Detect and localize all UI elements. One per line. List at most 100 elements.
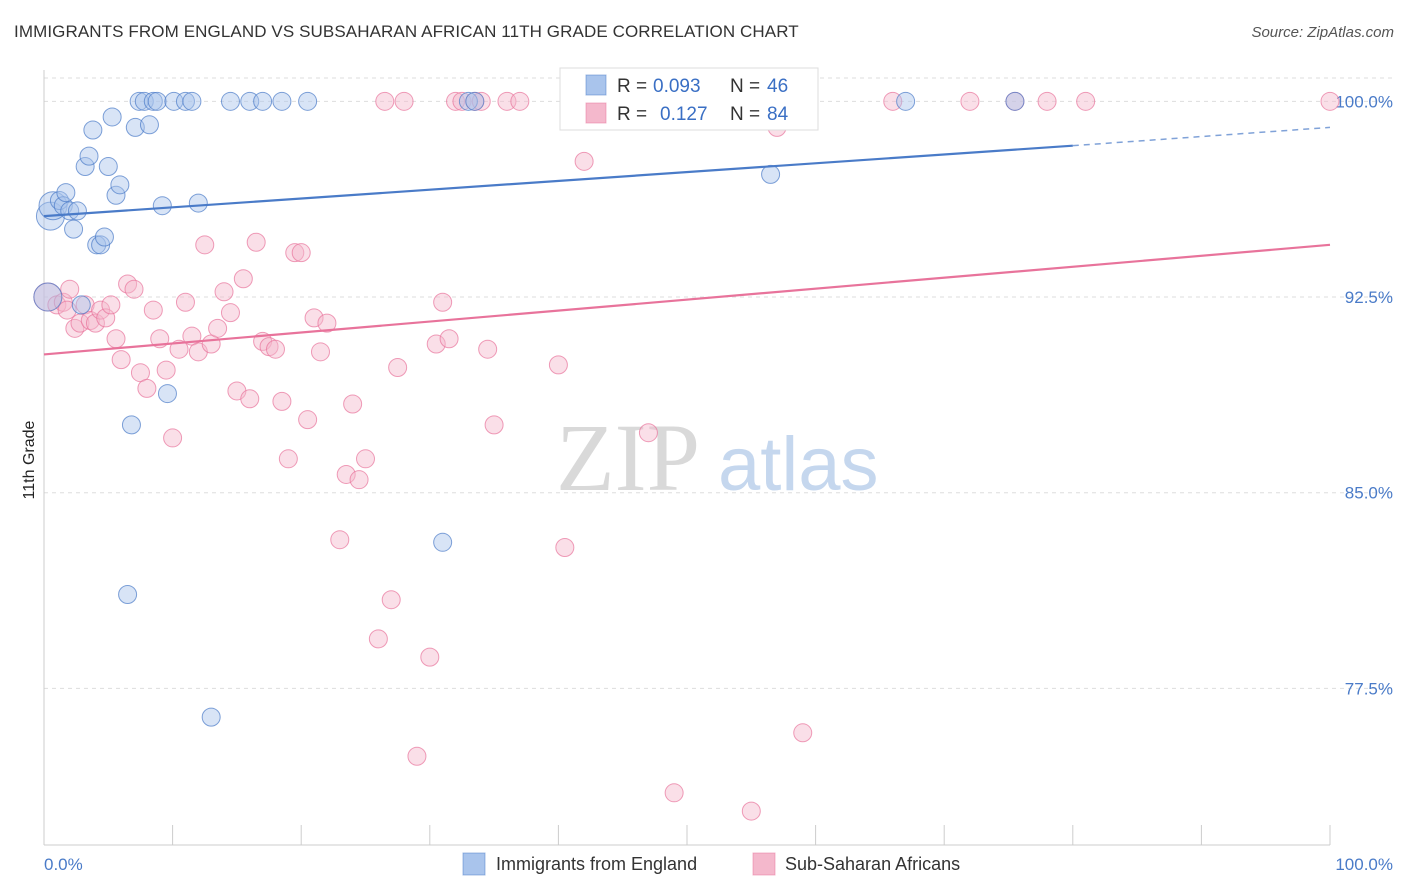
subsaharan-point	[664, 783, 684, 803]
england-trendline	[43, 144, 1073, 218]
england-point	[106, 185, 126, 205]
subsaharan-point	[278, 449, 298, 469]
subsaharan-point	[394, 91, 414, 111]
subsaharan-point	[80, 311, 100, 331]
subsaharan-point	[298, 410, 318, 430]
england-point	[458, 91, 478, 111]
legend-r-value-1: 0.093	[653, 76, 701, 97]
subsaharan-point	[548, 355, 568, 375]
trend-layer	[43, 126, 1331, 356]
subsaharan-point	[336, 464, 356, 484]
x-tick-label-max: 100.0%	[1335, 855, 1393, 874]
england-point	[83, 120, 103, 140]
legend-n-value-2: 84	[767, 104, 789, 125]
subsaharan-point	[317, 313, 337, 333]
england-point	[182, 91, 202, 111]
subsaharan-point	[420, 647, 440, 667]
subsaharan-point	[111, 350, 131, 370]
england-point	[201, 707, 221, 727]
england-point	[121, 415, 141, 435]
england-point	[1005, 91, 1025, 111]
legend-swatch-blue	[585, 74, 607, 96]
subsaharan-point	[143, 300, 163, 320]
england-point	[147, 91, 167, 111]
bottom-legend-swatch-pink	[752, 852, 776, 876]
subsaharan-point	[169, 339, 189, 359]
subsaharan-point	[220, 303, 240, 323]
subsaharan-point	[510, 91, 530, 111]
england-point	[71, 295, 91, 315]
subsaharan-point	[407, 746, 427, 766]
subsaharan-point	[343, 394, 363, 414]
subsaharan-point	[156, 360, 176, 380]
subsaharan-trendline	[43, 243, 1331, 356]
subsaharan-point	[1320, 91, 1340, 111]
subsaharan-point	[388, 357, 408, 377]
y-tick-label: 92.5%	[1345, 288, 1393, 307]
bottom-legend-swatch-blue	[462, 852, 486, 876]
england-point	[98, 157, 118, 177]
legend-r-value-2: 0.127	[660, 104, 708, 125]
subsaharan-point	[272, 391, 292, 411]
subsaharan-point	[478, 339, 498, 359]
subsaharan-point	[65, 318, 85, 338]
y-tick-label: 100.0%	[1335, 92, 1393, 111]
subsaharan-point	[574, 151, 594, 171]
subsaharan-point	[163, 428, 183, 448]
england-point	[298, 91, 318, 111]
england-point	[175, 91, 195, 111]
england-point	[79, 146, 99, 166]
subsaharan-point	[349, 470, 369, 490]
chart-title: IMMIGRANTS FROM ENGLAND VS SUBSAHARAN AF…	[14, 22, 799, 41]
subsaharan-point	[439, 329, 459, 349]
bottom-legend-label-blue: Immigrants from England	[496, 854, 697, 874]
england-point	[75, 157, 95, 177]
correlation-legend: R = 0.093 N = 46 R = 0.127 N = 84	[559, 67, 819, 131]
subsaharan-point	[137, 378, 157, 398]
source-label: Source: ZipAtlas.com	[1251, 24, 1394, 41]
subsaharan-point	[291, 243, 311, 263]
y-tick-label: 77.5%	[1345, 679, 1393, 698]
england-point	[761, 164, 781, 184]
legend-r-label-1: R =	[617, 76, 647, 97]
england-point	[896, 91, 916, 111]
subsaharan-point	[1037, 91, 1057, 111]
subsaharan-point	[101, 295, 121, 315]
subsaharan-point	[368, 629, 388, 649]
y-axis-label: 11th Grade	[21, 420, 38, 499]
england-point	[125, 117, 145, 137]
subsaharan-point	[57, 300, 77, 320]
subsaharan-point	[175, 292, 195, 312]
subsaharan-point	[246, 232, 266, 252]
subsaharan-point	[356, 449, 375, 469]
subsaharan-point	[233, 269, 253, 289]
england-point	[118, 584, 138, 604]
subsaharan-point	[375, 91, 395, 111]
england-point	[272, 91, 292, 111]
england-point	[102, 107, 122, 127]
legend-n-value-1: 46	[767, 76, 788, 97]
subsaharan-point	[960, 91, 980, 111]
england-point	[56, 183, 76, 203]
subsaharan-point	[433, 292, 453, 312]
x-tick-label-min: 0.0%	[44, 855, 83, 874]
legend-swatch-pink	[585, 102, 607, 124]
subsaharan-point	[484, 415, 504, 435]
england-point	[188, 193, 208, 213]
subsaharan-point	[1076, 91, 1096, 111]
subsaharan-point	[106, 329, 126, 349]
england-point	[139, 115, 159, 135]
england-point	[49, 190, 69, 210]
axis-layer: 100.0% 92.5% 85.0% 77.5% 0.0% 100.0%	[43, 70, 1393, 874]
england-trendline-extension	[1072, 126, 1331, 147]
england-point	[33, 282, 63, 312]
subsaharan-point	[208, 318, 228, 338]
england-point	[465, 91, 485, 111]
legend-n-label-1: N =	[730, 76, 760, 97]
subsaharan-point	[265, 339, 285, 359]
watermark-zip: ZIP	[556, 404, 700, 511]
subsaharan-point	[60, 279, 80, 299]
subsaharan-point	[330, 530, 350, 550]
subsaharan-point	[310, 342, 330, 362]
